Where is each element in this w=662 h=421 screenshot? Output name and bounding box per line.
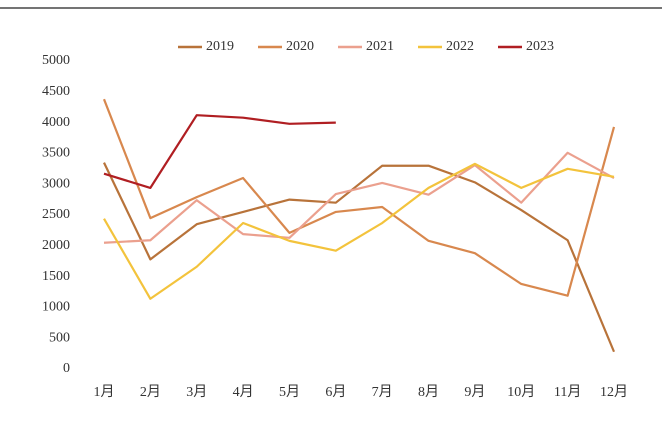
- series-line: [103, 151, 615, 244]
- x-tick-label: 6月: [325, 384, 346, 400]
- x-tick-label: 9月: [464, 384, 485, 400]
- y-tick-label: 2000: [42, 238, 70, 253]
- y-tick-label: 4000: [42, 115, 70, 130]
- legend-label: 2023: [526, 39, 554, 54]
- series-line: [102, 98, 616, 297]
- y-tick-label: 2500: [42, 207, 70, 222]
- legend-label: 2020: [286, 39, 314, 54]
- y-tick-label: 500: [49, 330, 70, 345]
- x-tick-label: 3月: [186, 384, 207, 400]
- legend-label: 2019: [206, 39, 234, 54]
- y-tick-label: 0: [63, 361, 70, 376]
- x-tick-label: 4月: [233, 384, 254, 400]
- y-tick-label: 1000: [42, 300, 70, 315]
- x-tick-label: 5月: [279, 384, 300, 400]
- series-line: [103, 162, 616, 353]
- y-tick-label: 4500: [42, 84, 70, 99]
- y-tick-label: 1500: [42, 269, 70, 284]
- y-tick-label: 3500: [42, 146, 70, 161]
- x-tick-label: 1月: [94, 384, 115, 400]
- legend-label: 2021: [366, 39, 394, 54]
- x-tick-label: 8月: [418, 384, 439, 400]
- x-tick-label: 12月: [600, 384, 628, 400]
- legend-label: 2022: [446, 39, 474, 54]
- x-tick-label: 2月: [140, 384, 161, 400]
- y-tick-label: 3000: [42, 176, 70, 191]
- x-tick-label: 11月: [554, 384, 581, 400]
- series-line: [103, 114, 336, 189]
- x-tick-label: 7月: [372, 384, 393, 400]
- y-tick-label: 5000: [42, 53, 70, 68]
- series-line: [103, 162, 615, 300]
- x-tick-label: 10月: [507, 384, 535, 400]
